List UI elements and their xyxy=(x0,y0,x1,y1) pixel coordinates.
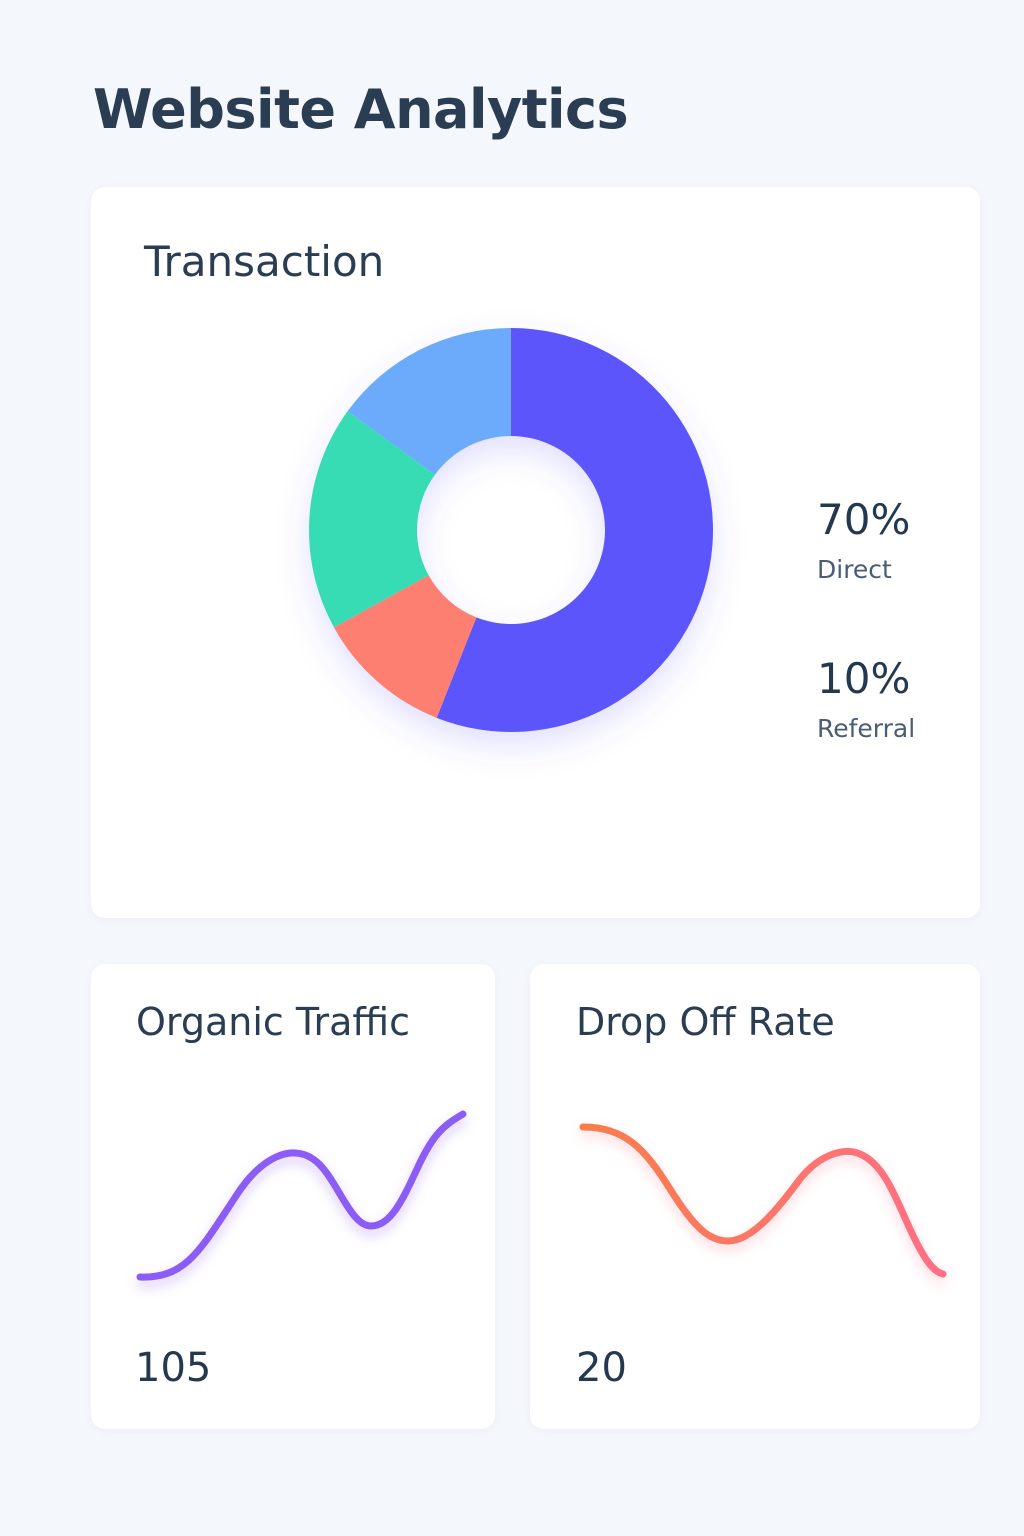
drop-off-rate-title: Drop Off Rate xyxy=(576,1000,835,1044)
organic-traffic-title: Organic Traffic xyxy=(136,1000,411,1044)
organic-traffic-value: 105 xyxy=(135,1345,212,1391)
donut-chart-svg xyxy=(309,328,713,732)
stat-direct-value: 70% xyxy=(817,495,911,544)
stat-referral: 10% Referral xyxy=(817,654,916,744)
transaction-card: Transaction 70% Direct 10% Referral xyxy=(91,187,980,918)
stat-referral-label: Referral xyxy=(817,714,916,743)
drop-off-rate-sparkline xyxy=(579,1123,947,1278)
stat-direct-label: Direct xyxy=(817,555,892,584)
stat-direct: 70% Direct xyxy=(817,495,911,585)
organic-traffic-line xyxy=(136,1110,467,1281)
transaction-donut-chart xyxy=(301,320,721,740)
stat-referral-value: 10% xyxy=(817,654,911,703)
donut-segment-1 xyxy=(333,575,477,718)
donut-segment-3 xyxy=(347,328,511,475)
transaction-title: Transaction xyxy=(144,237,385,286)
organic-traffic-card: Organic Traffic 105 xyxy=(91,964,495,1429)
page-title: Website Analytics xyxy=(93,78,629,141)
organic-traffic-sparkline xyxy=(136,1110,467,1281)
drop-off-rate-card: Drop Off Rate 20 xyxy=(530,964,980,1429)
drop-off-rate-value: 20 xyxy=(576,1345,627,1391)
drop-off-rate-line xyxy=(579,1123,947,1278)
donut-segment-2 xyxy=(309,411,435,628)
donut-segment-0 xyxy=(436,328,713,732)
